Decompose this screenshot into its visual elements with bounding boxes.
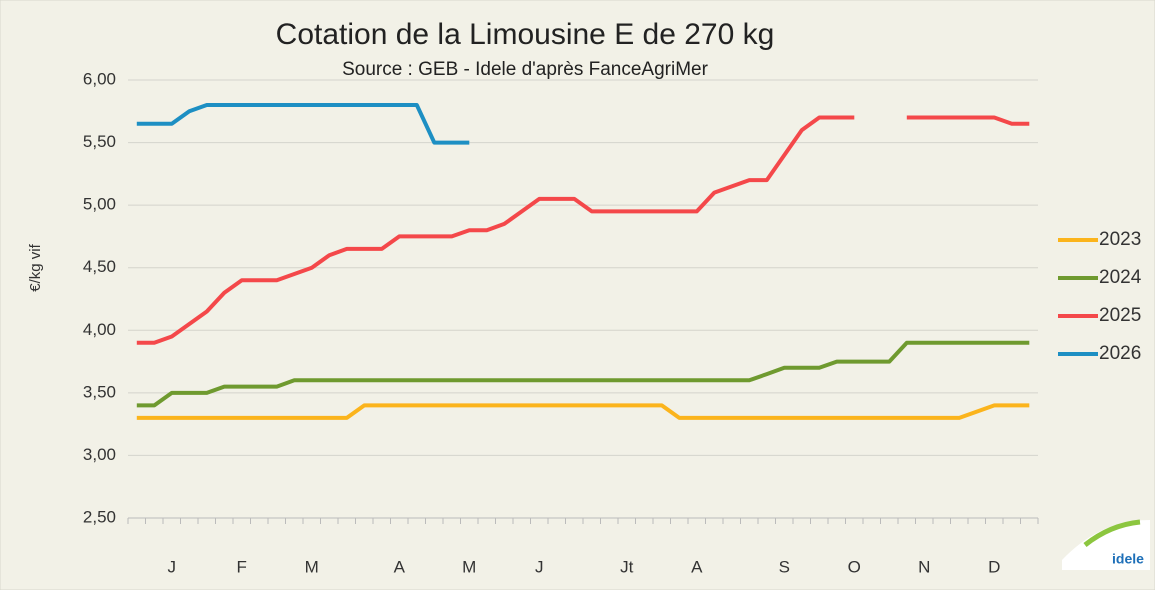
legend-label: 2023: [1099, 229, 1141, 250]
y-tick-label: 5,00: [83, 195, 116, 214]
x-tick-label: A: [691, 557, 703, 576]
chart-subtitle: Source : GEB - Idele d'après FanceAgriMe…: [342, 59, 709, 80]
series-line: [136, 115, 1030, 345]
x-tick-label: J: [168, 557, 177, 576]
legend-label: 2025: [1099, 305, 1141, 326]
y-tick-label: 6,00: [83, 69, 116, 88]
y-tick-label: 4,50: [83, 257, 116, 276]
series-line: [136, 103, 470, 145]
y-tick-label: 3,00: [83, 445, 116, 464]
y-axis-label: €/kg vif: [27, 243, 44, 291]
x-tick-label: S: [779, 557, 790, 576]
y-tick-label: 5,50: [83, 132, 116, 151]
y-tick-label: 2,50: [83, 507, 116, 526]
x-tick-label: M: [462, 557, 476, 576]
logo-text: idele: [1112, 551, 1144, 567]
y-tick-label: 3,50: [83, 382, 116, 401]
x-tick-label: M: [305, 557, 319, 576]
chart-title: Cotation de la Limousine E de 270 kg: [276, 18, 775, 51]
x-tick-label: D: [988, 557, 1000, 576]
x-tick-label: J: [535, 557, 544, 576]
x-tick-label: A: [394, 557, 406, 576]
x-tick-label: F: [237, 557, 247, 576]
logo-shape: [1062, 520, 1150, 570]
logo: idele: [1062, 519, 1150, 570]
y-tick-label: 4,00: [83, 320, 116, 339]
legend-label: 2026: [1099, 343, 1141, 364]
x-tick-label: N: [918, 557, 930, 576]
series-line: [136, 340, 1030, 408]
logo-swoosh: [1083, 519, 1141, 547]
legend-label: 2024: [1099, 267, 1142, 288]
x-tick-label: O: [848, 557, 861, 576]
series-line: [136, 403, 1030, 420]
x-tick-label: Jt: [620, 557, 634, 576]
